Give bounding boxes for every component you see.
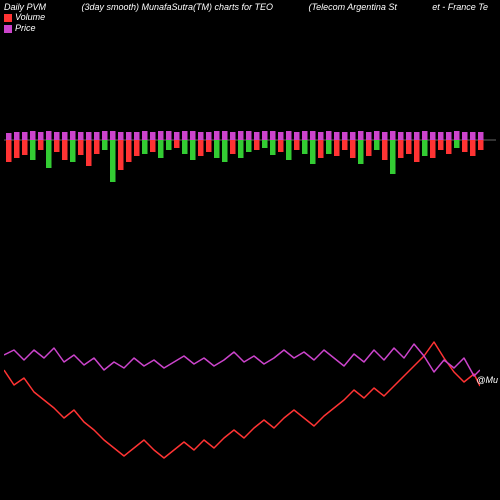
right-label: @Mu xyxy=(476,375,498,385)
legend-volume-label: Volume xyxy=(15,12,45,23)
header-left: Daily PVM xyxy=(4,2,46,12)
legend-price-label: Price xyxy=(15,23,36,34)
pvm-bar-chart xyxy=(4,80,496,200)
price-volume-line-chart xyxy=(4,300,480,470)
legend: Volume Price xyxy=(4,12,45,34)
legend-volume: Volume xyxy=(4,12,45,23)
price-swatch xyxy=(4,25,12,33)
legend-price: Price xyxy=(4,23,45,34)
header-mid1: (3day smooth) MunafaSutra(TM) charts for… xyxy=(81,2,273,12)
volume-swatch xyxy=(4,14,12,22)
chart-header: Daily PVM (3day smooth) MunafaSutra(TM) … xyxy=(4,2,496,12)
header-mid2: (Telecom Argentina St xyxy=(308,2,396,12)
header-right: et - France Te xyxy=(432,2,488,12)
